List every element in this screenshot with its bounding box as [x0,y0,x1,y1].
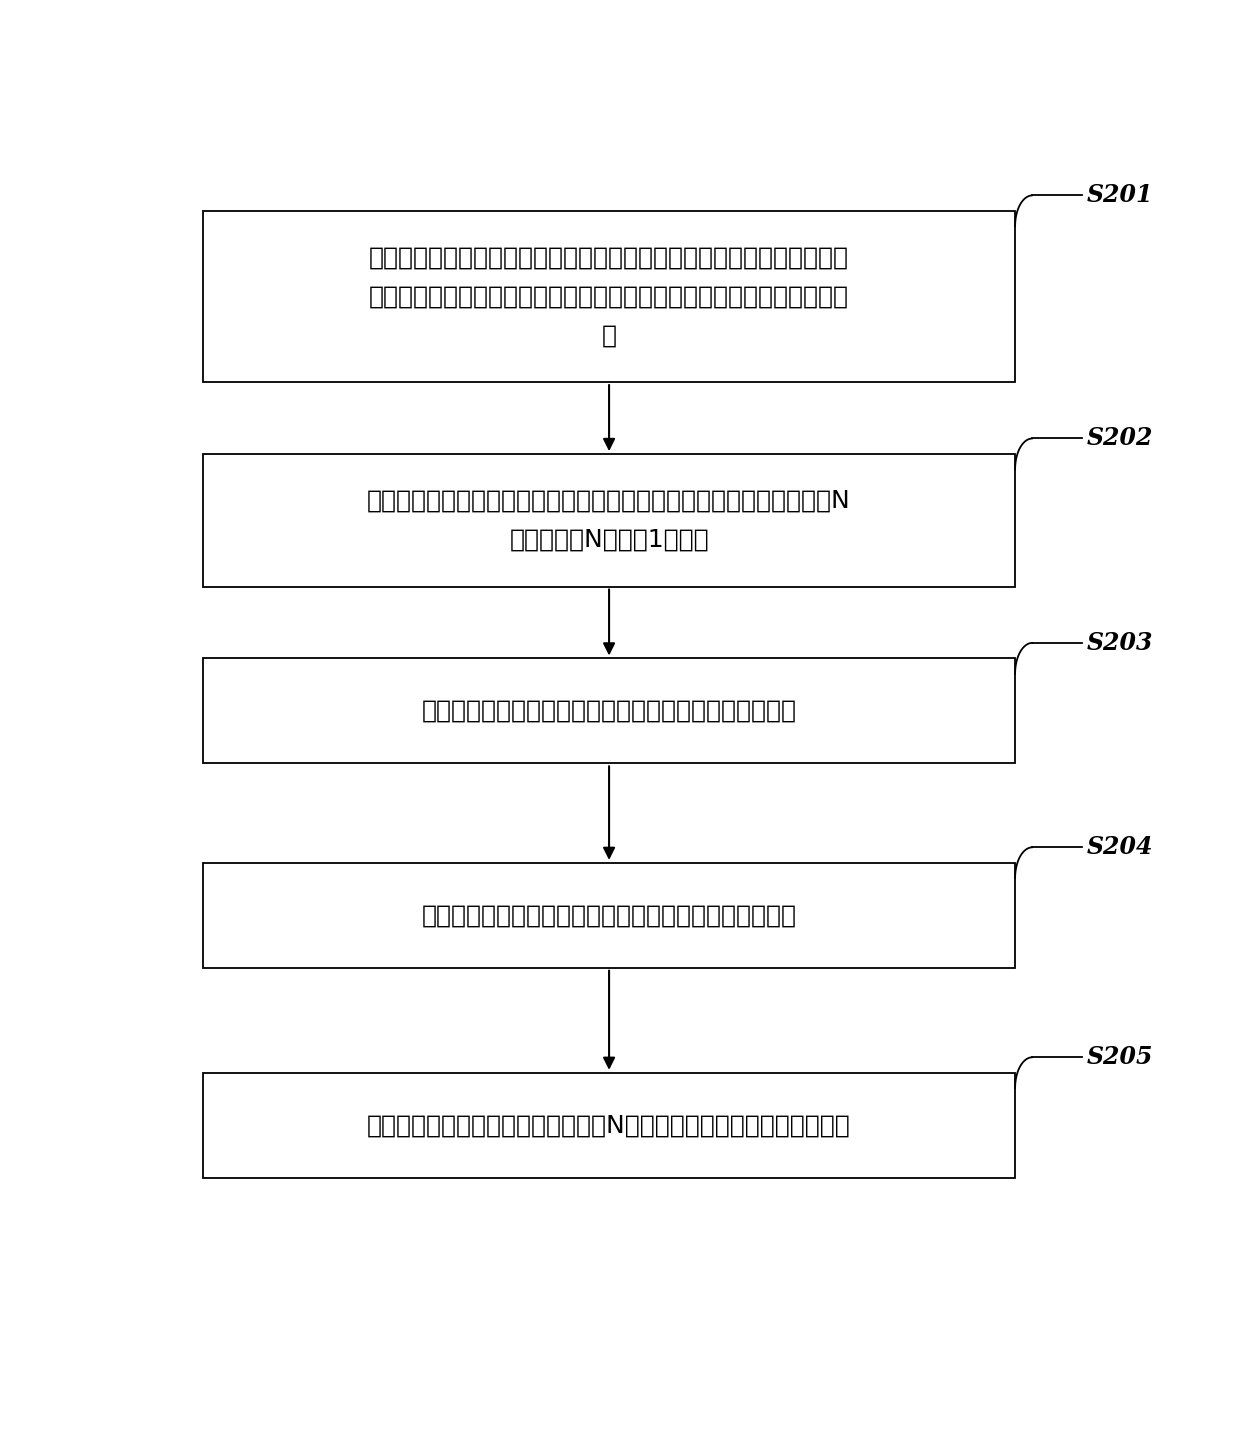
Text: S201: S201 [1087,184,1153,208]
Text: 在将移动终端的显示屏的时钟信号的第一频率跳至所述时钟信号的目标频
率时，获取所述时钟信号的第一频率与所述时钟信号的目标频率之间的带
宽: 在将移动终端的显示屏的时钟信号的第一频率跳至所述时钟信号的目标频 率时，获取所述… [370,245,849,347]
Text: S204: S204 [1087,835,1153,860]
Bar [203,211,1016,382]
Bar [203,659,1016,763]
Text: 将所述时钟信号的第二频率跳至所述时钟信号的第三频率: 将所述时钟信号的第二频率跳至所述时钟信号的第三频率 [422,903,796,927]
Text: 将所述时钟信号的第一频率跳至所述时钟信号的第二频率: 将所述时钟信号的第一频率跳至所述时钟信号的第二频率 [422,699,796,723]
Text: S205: S205 [1087,1045,1153,1069]
Bar [203,453,1016,587]
Bar [203,862,1016,967]
Bar [203,1073,1016,1178]
Text: 以此类推，直到将所述时钟信号的第N频率跳至所述时钟信号的目标频率: 以此类推，直到将所述时钟信号的第N频率跳至所述时钟信号的目标频率 [367,1114,851,1137]
Text: S202: S202 [1087,426,1153,451]
Text: 将所述时钟信号的第一频率与所述时钟信号的目标频率之间的带宽分成N
段，其中，N为大于1的整数: 将所述时钟信号的第一频率与所述时钟信号的目标频率之间的带宽分成N 段，其中，N为… [367,489,851,552]
Text: S203: S203 [1087,631,1153,654]
